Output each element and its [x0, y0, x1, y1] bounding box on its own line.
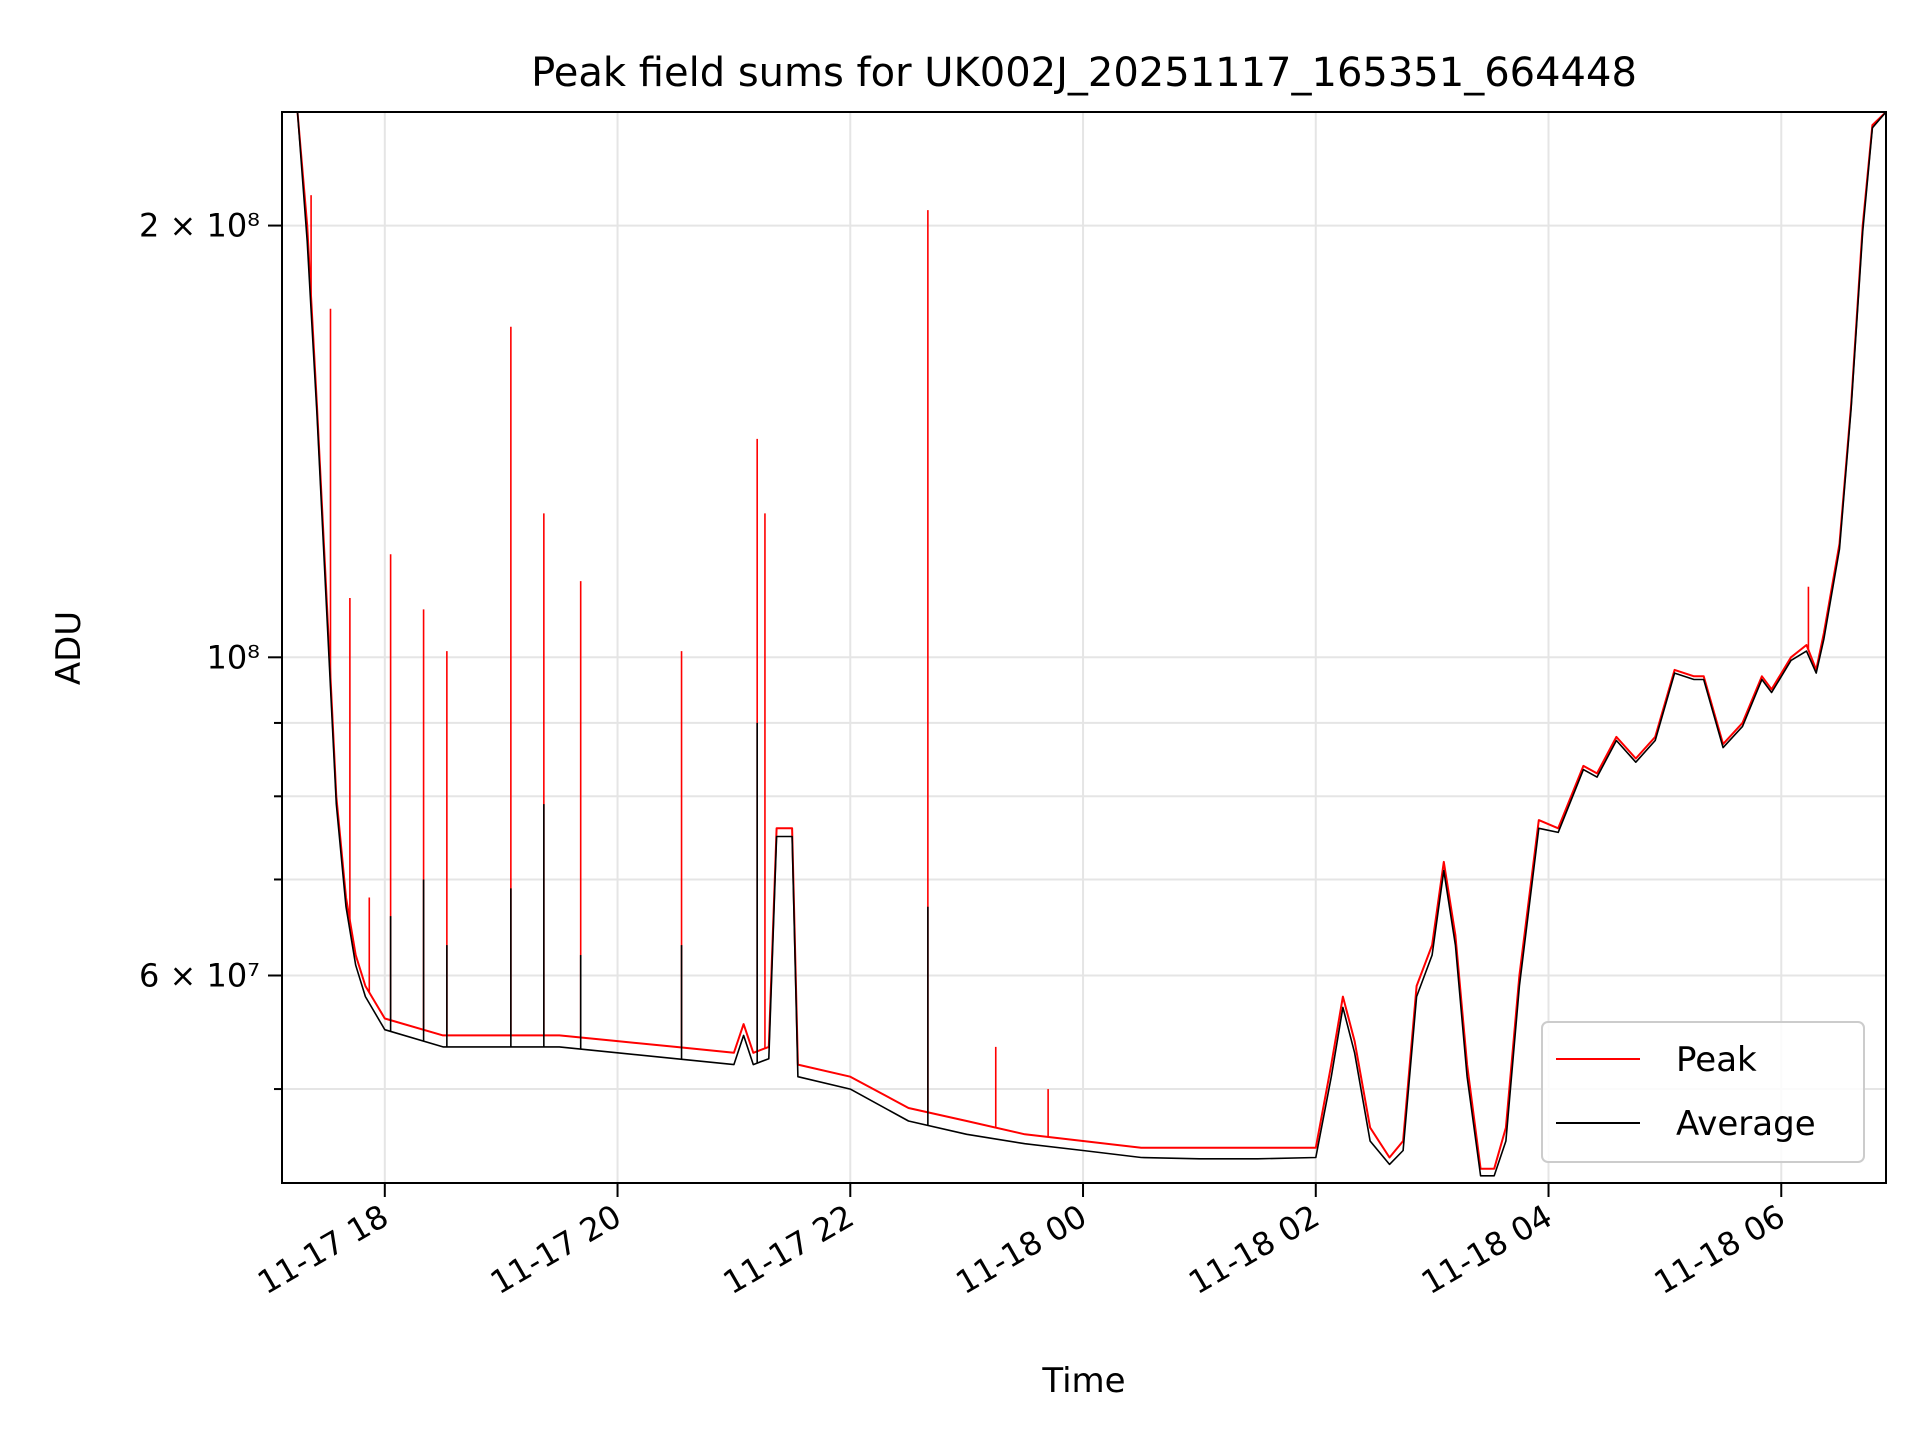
y-tick-label: 10⁸	[206, 638, 260, 676]
average-series-line	[282, 112, 1886, 1177]
legend-label-peak: Peak	[1676, 1040, 1757, 1080]
peak-series-line	[282, 112, 1886, 1170]
x-axis-title: Time	[1041, 1361, 1125, 1401]
legend: Peak Average	[1541, 1021, 1865, 1163]
y-axis: 6 × 10⁷ 10⁸ 2 × 10⁸	[139, 207, 282, 1091]
y-axis-title: ADU	[49, 611, 89, 685]
y-tick-label: 2 × 10⁸	[139, 207, 260, 245]
grid-layer	[282, 112, 1886, 1183]
plot-area	[282, 112, 1886, 1177]
legend-box	[1541, 1021, 1865, 1163]
series-layer	[282, 112, 1886, 1177]
legend-label-average: Average	[1676, 1104, 1816, 1144]
chart-title: Peak field sums for UK002J_20251117_1653…	[531, 50, 1637, 96]
y-tick-label: 6 × 10⁷	[139, 956, 260, 994]
